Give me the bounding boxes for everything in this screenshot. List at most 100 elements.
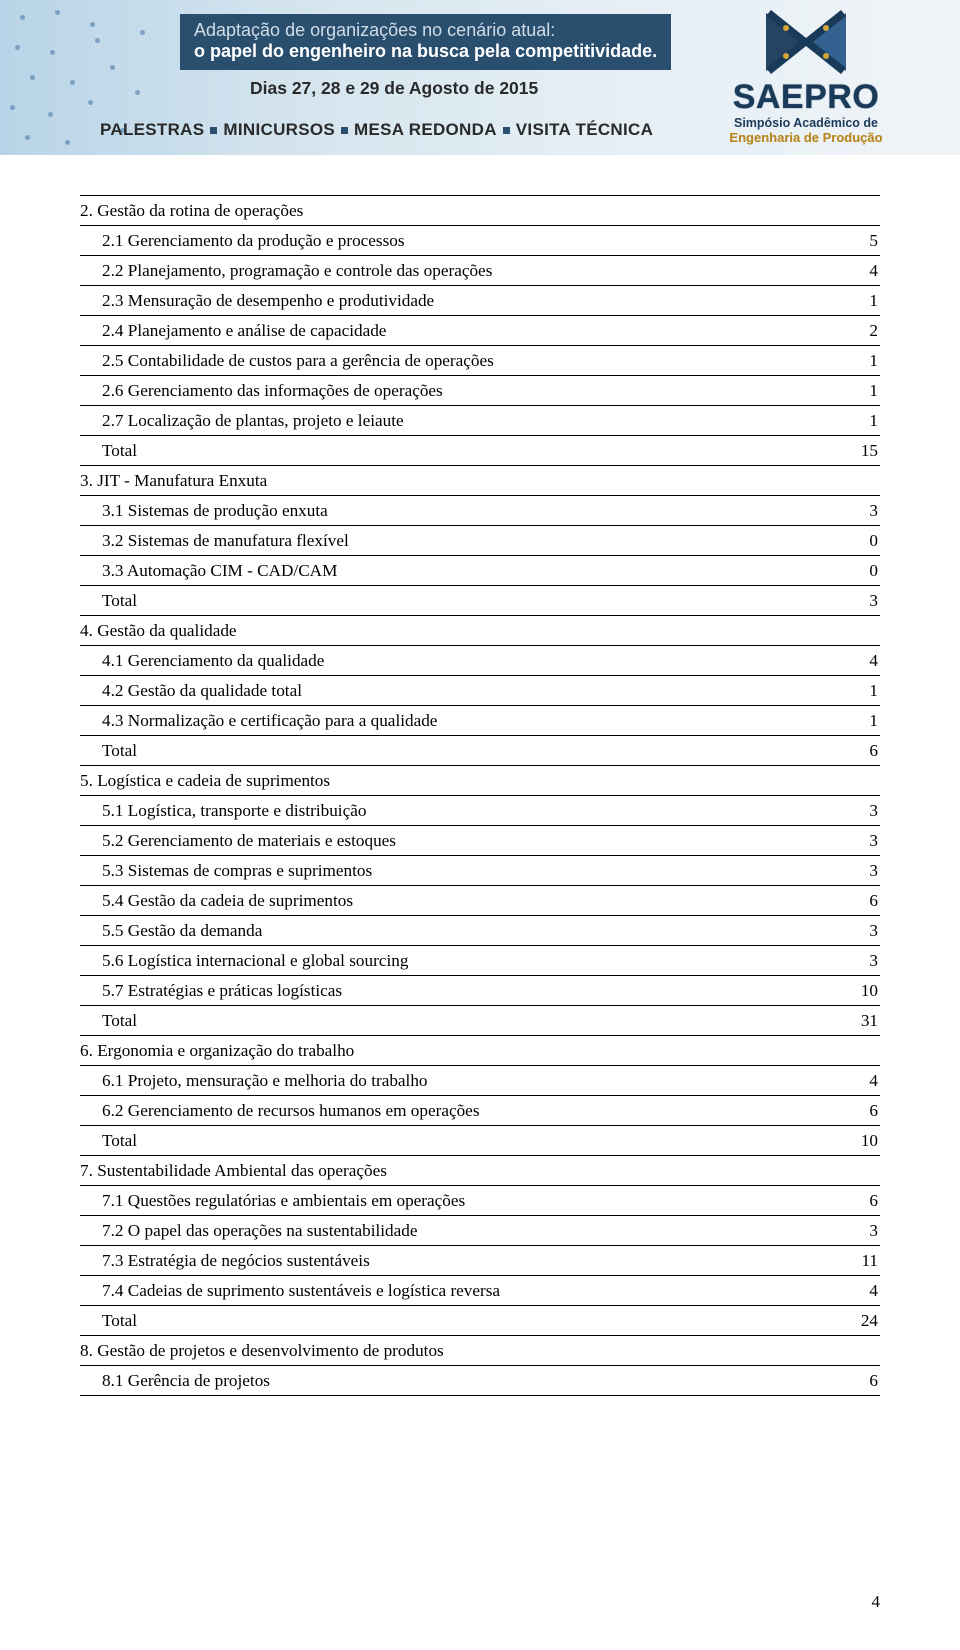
row-value: 4: [832, 646, 880, 676]
row-label: 5.6 Logística internacional e global sou…: [80, 946, 832, 976]
table-row: Total3: [80, 586, 880, 616]
row-label: 3.3 Automação CIM - CAD/CAM: [80, 556, 832, 586]
row-label: 4.3 Normalização e certificação para a q…: [80, 706, 832, 736]
row-value: [832, 616, 880, 646]
table-row: Total15: [80, 436, 880, 466]
logo-subtitle-2: Engenharia de Produção: [676, 131, 936, 145]
row-label: 5. Logística e cadeia de suprimentos: [80, 766, 832, 796]
row-value: 6: [832, 886, 880, 916]
banner-tag: PALESTRAS: [100, 120, 204, 140]
row-label: 7.1 Questões regulatórias e ambientais e…: [80, 1186, 832, 1216]
table-row: 6. Ergonomia e organização do trabalho: [80, 1036, 880, 1066]
table-row: 4.1 Gerenciamento da qualidade4: [80, 646, 880, 676]
row-value: 24: [832, 1306, 880, 1336]
event-logo: SAEPRO Simpósio Acadêmico de Engenharia …: [676, 8, 936, 145]
row-label: 4.2 Gestão da qualidade total: [80, 676, 832, 706]
table-row: 4.2 Gestão da qualidade total1: [80, 676, 880, 706]
separator-icon: [210, 127, 217, 134]
row-value: 3: [832, 856, 880, 886]
banner-tag: MINICURSOS: [223, 120, 335, 140]
page-number: 4: [872, 1592, 881, 1612]
banner-tags: PALESTRAS MINICURSOS MESA REDONDA VISITA…: [100, 120, 653, 140]
row-label: 7.3 Estratégia de negócios sustentáveis: [80, 1246, 832, 1276]
row-label: 5.5 Gestão da demanda: [80, 916, 832, 946]
table-row: 2.6 Gerenciamento das informações de ope…: [80, 376, 880, 406]
row-label: 4. Gestão da qualidade: [80, 616, 832, 646]
table-row: 7.1 Questões regulatórias e ambientais e…: [80, 1186, 880, 1216]
banner-dates: Dias 27, 28 e 29 de Agosto de 2015: [250, 78, 538, 99]
row-value: 10: [832, 1126, 880, 1156]
row-value: 6: [832, 1366, 880, 1396]
row-label: 2. Gestão da rotina de operações: [80, 196, 832, 226]
table-row: 3.1 Sistemas de produção enxuta3: [80, 496, 880, 526]
row-value: [832, 1336, 880, 1366]
table-row: 8.1 Gerência de projetos6: [80, 1366, 880, 1396]
row-label: 2.5 Contabilidade de custos para a gerên…: [80, 346, 832, 376]
table-row: 2.7 Localização de plantas, projeto e le…: [80, 406, 880, 436]
banner-title-box: Adaptação de organizações no cenário atu…: [180, 14, 671, 70]
row-value: 6: [832, 1186, 880, 1216]
table-row: 2.5 Contabilidade de custos para a gerên…: [80, 346, 880, 376]
row-label: 8.1 Gerência de projetos: [80, 1366, 832, 1396]
row-label: Total: [80, 1126, 832, 1156]
banner-tag: MESA REDONDA: [354, 120, 497, 140]
row-label: 2.1 Gerenciamento da produção e processo…: [80, 226, 832, 256]
table-row: 7.3 Estratégia de negócios sustentáveis1…: [80, 1246, 880, 1276]
row-label: 5.4 Gestão da cadeia de suprimentos: [80, 886, 832, 916]
row-value: 0: [832, 526, 880, 556]
row-label: Total: [80, 586, 832, 616]
table-row: 7.4 Cadeias de suprimento sustentáveis e…: [80, 1276, 880, 1306]
row-label: 5.3 Sistemas de compras e suprimentos: [80, 856, 832, 886]
row-value: 1: [832, 286, 880, 316]
table-row: 5.5 Gestão da demanda3: [80, 916, 880, 946]
row-label: Total: [80, 736, 832, 766]
row-label: 8. Gestão de projetos e desenvolvimento …: [80, 1336, 832, 1366]
table-row: Total24: [80, 1306, 880, 1336]
row-label: 6.1 Projeto, mensuração e melhoria do tr…: [80, 1066, 832, 1096]
row-value: 6: [832, 736, 880, 766]
event-banner: Adaptação de organizações no cenário atu…: [0, 0, 960, 155]
row-value: 1: [832, 706, 880, 736]
row-label: 3.2 Sistemas de manufatura flexível: [80, 526, 832, 556]
row-value: 1: [832, 676, 880, 706]
row-value: 31: [832, 1006, 880, 1036]
row-value: 3: [832, 1216, 880, 1246]
row-value: 4: [832, 1066, 880, 1096]
table-row: 5. Logística e cadeia de suprimentos: [80, 766, 880, 796]
row-label: 5.7 Estratégias e práticas logísticas: [80, 976, 832, 1006]
table-row: 2.4 Planejamento e análise de capacidade…: [80, 316, 880, 346]
row-label: 2.6 Gerenciamento das informações de ope…: [80, 376, 832, 406]
row-label: 5.1 Logística, transporte e distribuição: [80, 796, 832, 826]
row-label: Total: [80, 436, 832, 466]
banner-title-line2: o papel do engenheiro na busca pela comp…: [194, 41, 657, 62]
table-row: 3.3 Automação CIM - CAD/CAM0: [80, 556, 880, 586]
table-row: 6.1 Projeto, mensuração e melhoria do tr…: [80, 1066, 880, 1096]
row-value: 0: [832, 556, 880, 586]
row-value: 4: [832, 256, 880, 286]
row-value: 5: [832, 226, 880, 256]
row-value: 3: [832, 826, 880, 856]
row-label: 7. Sustentabilidade Ambiental das operaç…: [80, 1156, 832, 1186]
row-label: 7.2 O papel das operações na sustentabil…: [80, 1216, 832, 1246]
table-row: Total6: [80, 736, 880, 766]
table-row: 2.3 Mensuração de desempenho e produtivi…: [80, 286, 880, 316]
row-value: 1: [832, 346, 880, 376]
content-area: 2. Gestão da rotina de operações2.1 Gere…: [0, 155, 960, 1396]
table-row: 5.3 Sistemas de compras e suprimentos3: [80, 856, 880, 886]
row-value: 1: [832, 376, 880, 406]
table-row: 2.2 Planejamento, programação e controle…: [80, 256, 880, 286]
row-label: 3. JIT - Manufatura Enxuta: [80, 466, 832, 496]
table-row: 3.2 Sistemas de manufatura flexível0: [80, 526, 880, 556]
table-row: 7.2 O papel das operações na sustentabil…: [80, 1216, 880, 1246]
row-label: 5.2 Gerenciamento de materiais e estoque…: [80, 826, 832, 856]
row-label: 2.4 Planejamento e análise de capacidade: [80, 316, 832, 346]
row-value: [832, 196, 880, 226]
data-table: 2. Gestão da rotina de operações2.1 Gere…: [80, 195, 880, 1396]
row-value: 1: [832, 406, 880, 436]
row-label: 2.3 Mensuração de desempenho e produtivi…: [80, 286, 832, 316]
row-value: 3: [832, 916, 880, 946]
table-row: 4.3 Normalização e certificação para a q…: [80, 706, 880, 736]
row-label: 6. Ergonomia e organização do trabalho: [80, 1036, 832, 1066]
row-label: 3.1 Sistemas de produção enxuta: [80, 496, 832, 526]
table-row: 2. Gestão da rotina de operações: [80, 196, 880, 226]
